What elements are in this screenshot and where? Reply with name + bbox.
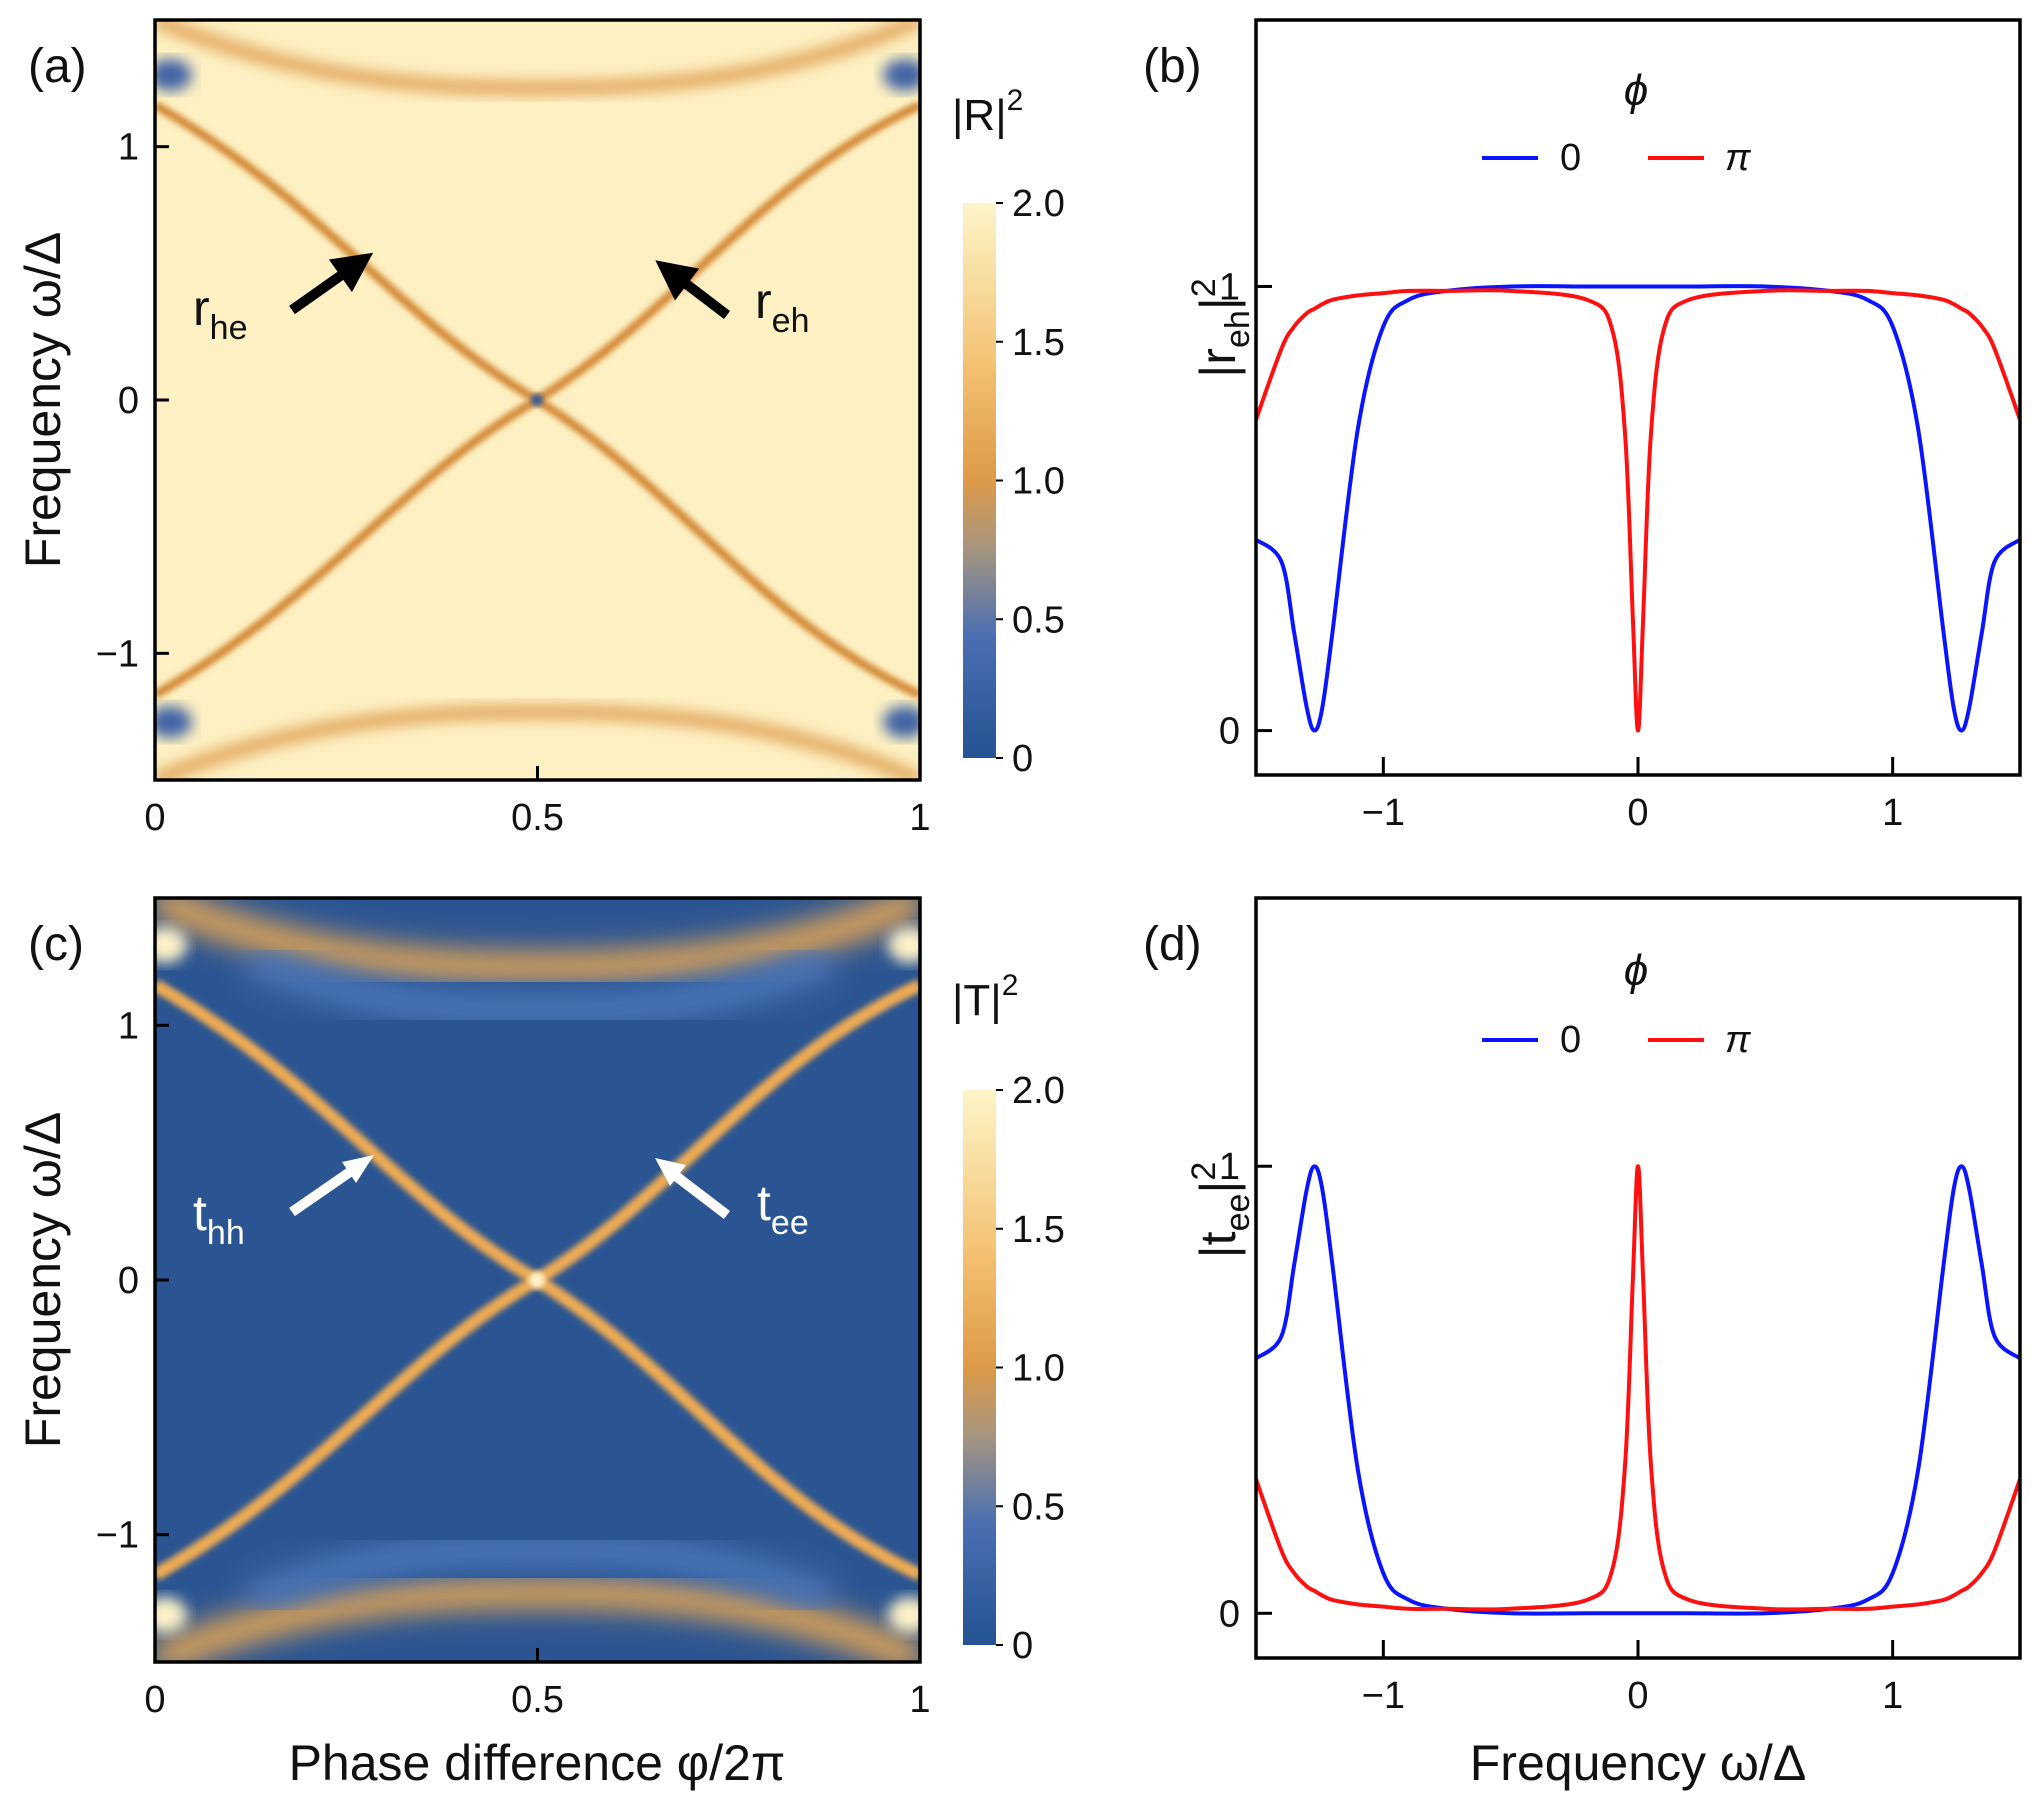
- a-cbtick-2: 1.0: [1012, 461, 1065, 503]
- panel-c-label: (c): [28, 918, 84, 971]
- c-xtick-2: 1: [909, 1679, 930, 1721]
- d-series-1: [1254, 1164, 2022, 1612]
- xlabel-c: Phase difference φ/2π: [289, 1735, 786, 1791]
- legend-d-title: ϕ: [1624, 946, 1648, 995]
- colorbar-c-title: |T|2: [952, 969, 1018, 1025]
- d-series-0: [1254, 1164, 2022, 1616]
- legend-b-label-1: π: [1725, 137, 1752, 179]
- ylabel-d: |tee|2: [1185, 1162, 1257, 1259]
- ylabel-b: |reh|2: [1185, 278, 1257, 377]
- c-cbtick-2: 1.0: [1012, 1348, 1065, 1390]
- legend-d-label-0: 0: [1560, 1019, 1581, 1061]
- panel-d-label: (d): [1143, 918, 1202, 971]
- panel-a: (a) 0 0.5 1 1 0 −1 Frequency ω/Δ rhe reh |R|2: [15, 18, 1065, 839]
- legend-b-title: ϕ: [1624, 66, 1648, 115]
- c-cbtick-1: 1.5: [1012, 1209, 1065, 1251]
- c-ytick-0: 1: [118, 1005, 139, 1047]
- panel-a-label: (a): [28, 40, 87, 93]
- c-xtick-0: 0: [144, 1679, 165, 1721]
- heatmap-c: [155, 898, 920, 1662]
- panel-b-label: (b): [1143, 40, 1202, 93]
- annotation-r-eh: reh: [655, 260, 809, 340]
- c-cbtick-0: 2.0: [1012, 1070, 1065, 1112]
- axes-a: 0 0.5 1 1 0 −1: [96, 127, 931, 839]
- a-cbtick-3: 0.5: [1012, 599, 1065, 641]
- a-cbtick-0: 2.0: [1012, 183, 1065, 225]
- c-ytick-1: 0: [118, 1260, 139, 1302]
- d-ytick-0: 0: [1219, 1593, 1240, 1635]
- panel-d: (d) −1 0 1 0 1 |tee|2 Frequency ω/Δ ϕ 0 π: [1143, 896, 2022, 1791]
- a-ytick-0: 1: [118, 127, 139, 169]
- legend-d-label-1: π: [1725, 1019, 1752, 1061]
- a-cbtick-4: 0: [1012, 738, 1033, 780]
- a-xtick-0: 0: [144, 797, 165, 839]
- a-xtick-1: 0.5: [511, 797, 564, 839]
- xlabel-d: Frequency ω/Δ: [1470, 1735, 1806, 1791]
- annotation-r-eh-text: reh: [755, 273, 809, 340]
- b-series-1: [1254, 288, 2022, 733]
- a-xtick-2: 1: [909, 797, 930, 839]
- lines-d: [1254, 1164, 2022, 1616]
- colorbar-c: |T|2 2.0 1.5 1.0 0.5 0: [952, 969, 1065, 1667]
- legend-b-label-0: 0: [1560, 137, 1581, 179]
- c-cbtick-4: 0: [1012, 1625, 1033, 1667]
- axes-d: −1 0 1 0 1: [1219, 1146, 1903, 1717]
- ylabel-a: Frequency ω/Δ: [15, 232, 71, 568]
- ylabel-c: Frequency ω/Δ: [15, 1112, 71, 1448]
- d-xtick-2: 1: [1882, 1675, 1903, 1717]
- a-ytick-1: 0: [118, 380, 139, 422]
- c-ytick-2: −1: [96, 1515, 139, 1557]
- panel-c: (c) 0 0.5 1 1 0 −1 Frequency ω/Δ Phase differ…: [15, 896, 1065, 1791]
- d-xtick-1: 0: [1627, 1675, 1648, 1717]
- legend-b: ϕ 0 π: [1482, 66, 1752, 179]
- b-ytick-0: 0: [1219, 711, 1240, 753]
- annotation-t-ee: tee: [655, 1158, 809, 1242]
- c-cbtick-3: 0.5: [1012, 1486, 1065, 1528]
- legend-d: ϕ 0 π: [1482, 946, 1752, 1061]
- annotation-t-hh-text: thh: [193, 1185, 245, 1252]
- axes-b: −1 0 1 0 1: [1219, 266, 1903, 834]
- annotation-r-he: rhe: [193, 252, 374, 347]
- annotation-t-hh: thh: [193, 1155, 374, 1252]
- heatmap-a: [155, 20, 920, 780]
- lines-b: [1254, 284, 2022, 733]
- colorbar-a-title: |R|2: [952, 84, 1023, 140]
- a-ytick-2: −1: [96, 633, 139, 675]
- b-xtick-2: 1: [1882, 792, 1903, 834]
- b-xtick-1: 0: [1627, 792, 1648, 834]
- annotation-r-he-text: rhe: [193, 280, 247, 347]
- axes-c: 0 0.5 1 1 0 −1: [96, 1005, 931, 1721]
- a-cbtick-1: 1.5: [1012, 322, 1065, 364]
- d-xtick-0: −1: [1362, 1675, 1405, 1717]
- panel-b: (b) −1 0 1 0 1 |reh|2 ϕ 0 π: [1143, 18, 2022, 834]
- b-ytick-1: 1: [1219, 266, 1240, 308]
- c-xtick-1: 0.5: [511, 1679, 564, 1721]
- b-xtick-0: −1: [1362, 792, 1405, 834]
- b-series-0: [1254, 284, 2022, 733]
- d-ytick-1: 1: [1219, 1146, 1240, 1188]
- colorbar-a: |R|2 2.0 1.5 1.0 0.5 0: [952, 84, 1065, 780]
- annotation-t-ee-text: tee: [757, 1175, 809, 1242]
